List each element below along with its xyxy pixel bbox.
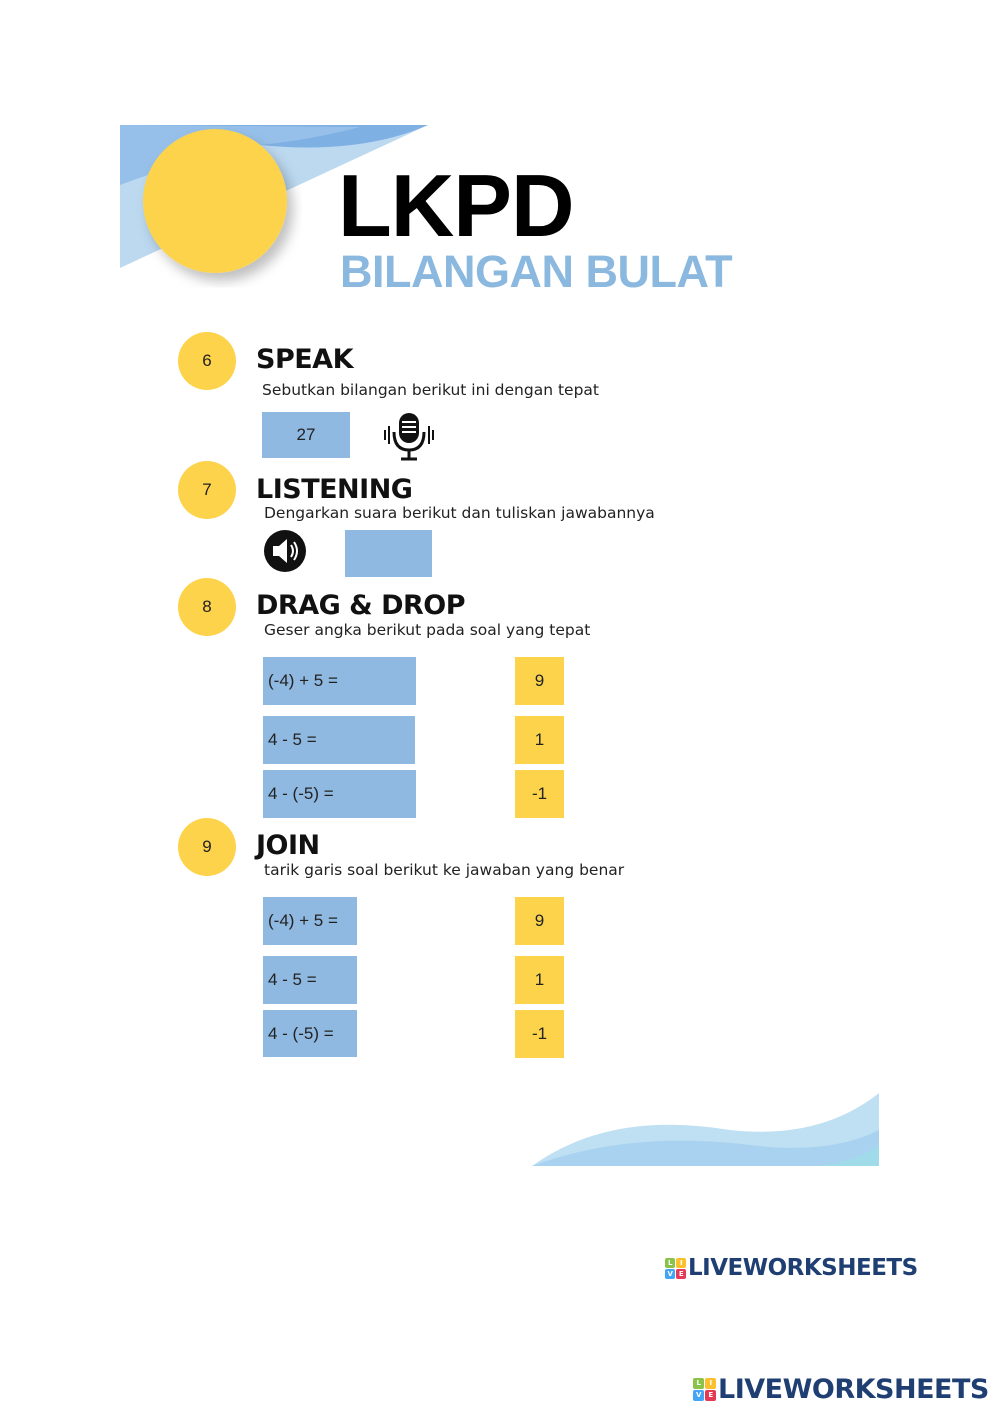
draggable-answer[interactable]: 1 (515, 716, 564, 764)
drop-target-question[interactable]: 4 - 5 = (263, 716, 415, 764)
join-question[interactable]: (-4) + 5 = (263, 897, 357, 945)
join-question[interactable]: 4 - 5 = (263, 956, 357, 1004)
page-title: LKPD (338, 156, 575, 255)
drop-target-question[interactable]: (-4) + 5 = (263, 657, 416, 705)
section-instruction: Geser angka berikut pada soal yang tepat (264, 621, 591, 639)
number-box: 27 (262, 412, 350, 458)
section-title: JOIN (256, 830, 320, 861)
section-number: 9 (178, 818, 236, 876)
microphone-icon[interactable] (383, 410, 435, 462)
section-number: 7 (178, 461, 236, 519)
draggable-answer[interactable]: 9 (515, 657, 564, 705)
join-answer[interactable]: -1 (515, 1010, 564, 1058)
page-subtitle: BILANGAN BULAT (340, 246, 733, 297)
drop-target-question[interactable]: 4 - (-5) = (263, 770, 416, 818)
speaker-icon[interactable] (263, 529, 307, 573)
logo-text: LIVEWORKSHEETS (718, 1374, 989, 1405)
section-title: LISTENING (256, 474, 413, 505)
answer-input[interactable] (345, 530, 432, 577)
section-instruction: tarik garis soal berikut ke jawaban yang… (264, 861, 625, 879)
section-title: DRAG & DROP (256, 590, 466, 621)
footer-wave-decoration (532, 1093, 879, 1166)
join-answer[interactable]: 1 (515, 956, 564, 1004)
section-instruction: Dengarkan suara berikut dan tuliskan jaw… (264, 504, 655, 522)
header-decoration (120, 125, 428, 273)
draggable-answer[interactable]: -1 (515, 770, 564, 818)
logo-text: LIVEWORKSHEETS (688, 1255, 918, 1281)
section-title: SPEAK (256, 344, 354, 375)
section-number: 8 (178, 578, 236, 636)
join-question[interactable]: 4 - (-5) = (263, 1010, 357, 1057)
section-number: 6 (178, 332, 236, 390)
section-instruction: Sebutkan bilangan berikut ini dengan tep… (262, 381, 599, 399)
join-answer[interactable]: 9 (515, 897, 564, 945)
